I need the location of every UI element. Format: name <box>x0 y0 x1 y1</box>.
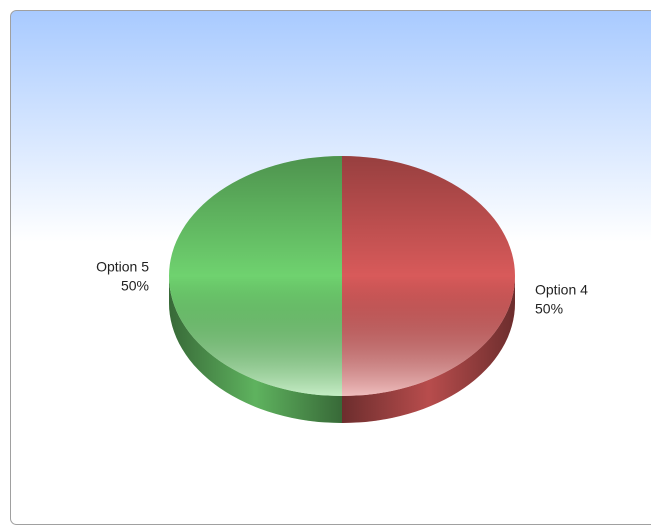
pie-side-shade <box>342 276 515 423</box>
slice-label: Option 4 <box>535 282 588 298</box>
pie-slice-shade <box>342 156 515 396</box>
slice-value-label: 50% <box>535 301 563 317</box>
slice-label: Option 5 <box>96 259 149 275</box>
pie-slice-shade <box>169 156 342 396</box>
slice-value-label: 50% <box>121 278 149 294</box>
pie-side-shade <box>169 276 342 423</box>
